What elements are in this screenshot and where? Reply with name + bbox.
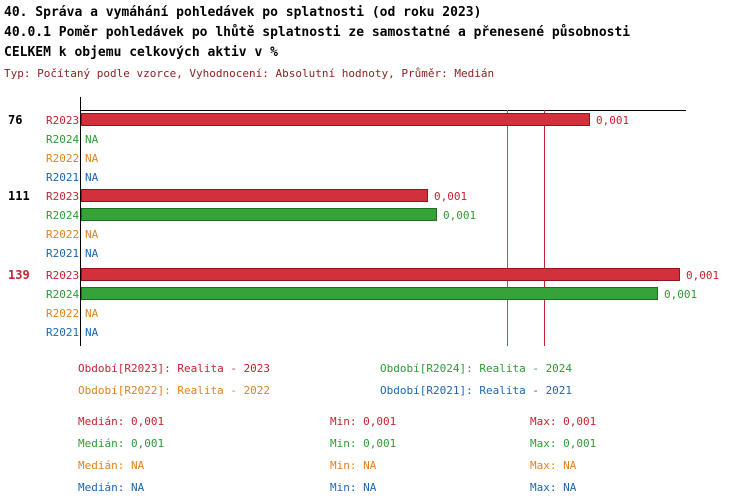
bar-value: 0,001 [686, 269, 720, 282]
period-label-r2024: R2024 [46, 133, 80, 146]
chart-row: R2022 NA [0, 306, 750, 320]
stat-min-r2024: Min: 0,001 [330, 437, 397, 450]
group-label-139: 139 [8, 268, 30, 282]
stat-median-r2021: Medián: NA [78, 481, 145, 494]
chart-row: R2024 0,001 [0, 208, 750, 222]
axis-top-line [80, 110, 686, 111]
chart-row: R2022 NA [0, 227, 750, 241]
reference-line-red [544, 110, 545, 346]
bar-value: 0,001 [443, 209, 477, 222]
report-title: 40. Správa a vymáhání pohledávek po spla… [4, 5, 482, 20]
na-value: NA [85, 228, 99, 241]
bar-r2024 [81, 208, 437, 221]
bar-r2023 [81, 268, 680, 281]
reference-line-green [507, 110, 508, 346]
legend-item-r2024: Období[R2024]: Realita - 2024 [380, 362, 573, 375]
stat-median-r2022: Medián: NA [78, 459, 145, 472]
bar-value: 0,001 [434, 190, 468, 203]
report-meta-line: Typ: Počítaný podle vzorce, Vyhodnocení:… [4, 67, 495, 80]
stat-max-r2023: Max: 0,001 [530, 415, 597, 428]
na-value: NA [85, 152, 99, 165]
bar-value: 0,001 [664, 288, 698, 301]
stat-min-r2023: Min: 0,001 [330, 415, 397, 428]
stat-max-r2021: Max: NA [530, 481, 577, 494]
legend-item-r2021: Období[R2021]: Realita - 2021 [380, 384, 573, 397]
period-label-r2023: R2023 [46, 190, 80, 203]
chart-row: 76 R2023 0,001 [0, 113, 750, 127]
chart-row: 139 R2023 0,001 [0, 268, 750, 282]
chart-row: R2021 NA [0, 325, 750, 339]
period-label-r2023: R2023 [46, 269, 80, 282]
period-label-r2021: R2021 [46, 247, 80, 260]
bar-r2024 [81, 287, 658, 300]
legend-item-r2022: Období[R2022]: Realita - 2022 [78, 384, 271, 397]
group-label-76: 76 [8, 113, 23, 127]
chart-row: R2021 NA [0, 170, 750, 184]
chart-row: 111 R2023 0,001 [0, 189, 750, 203]
chart-row: R2024 NA [0, 132, 750, 146]
na-value: NA [85, 326, 99, 339]
period-label-r2021: R2021 [46, 326, 80, 339]
period-label-r2024: R2024 [46, 288, 80, 301]
stat-median-r2023: Medián: 0,001 [78, 415, 165, 428]
stat-max-r2024: Max: 0,001 [530, 437, 597, 450]
period-label-r2024: R2024 [46, 209, 80, 222]
period-label-r2022: R2022 [46, 228, 80, 241]
bar-value: 0,001 [596, 114, 630, 127]
stat-min-r2021: Min: NA [330, 481, 377, 494]
chart-row: R2022 NA [0, 151, 750, 165]
report-title-line3: CELKEM k objemu celkových aktiv v % [4, 45, 278, 60]
na-value: NA [85, 133, 99, 146]
group-label-111: 111 [8, 189, 30, 203]
na-value: NA [85, 307, 99, 320]
stat-min-r2022: Min: NA [330, 459, 377, 472]
period-label-r2022: R2022 [46, 307, 80, 320]
stat-median-r2024: Medián: 0,001 [78, 437, 165, 450]
chart-row: R2021 NA [0, 246, 750, 260]
chart-row: R2024 0,001 [0, 287, 750, 301]
period-label-r2023: R2023 [46, 114, 80, 127]
period-label-r2021: R2021 [46, 171, 80, 184]
bar-r2023 [81, 113, 590, 126]
report-title-line2: 40.0.1 Poměr pohledávek po lhůtě splatno… [4, 25, 631, 40]
na-value: NA [85, 247, 99, 260]
period-label-r2022: R2022 [46, 152, 80, 165]
y-axis-line [80, 97, 81, 346]
bar-r2023 [81, 189, 428, 202]
na-value: NA [85, 171, 99, 184]
stat-max-r2022: Max: NA [530, 459, 577, 472]
legend-item-r2023: Období[R2023]: Realita - 2023 [78, 362, 271, 375]
